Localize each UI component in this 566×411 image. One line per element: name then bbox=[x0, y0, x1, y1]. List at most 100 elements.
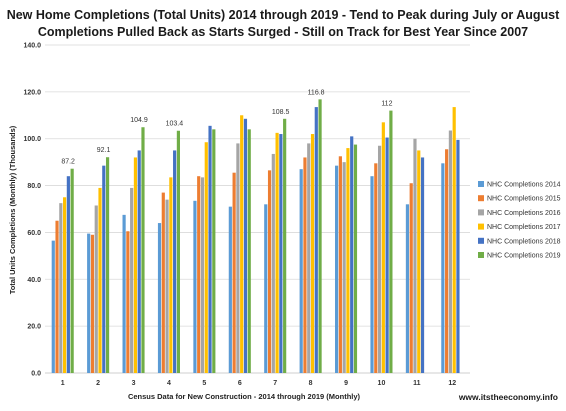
bar bbox=[413, 138, 417, 373]
bar bbox=[420, 157, 425, 373]
bar bbox=[98, 187, 102, 373]
bar bbox=[409, 183, 413, 373]
data-label: 108.5 bbox=[272, 109, 290, 116]
bar bbox=[307, 143, 311, 373]
x-tick-label: 6 bbox=[238, 380, 242, 387]
data-label: 116.8 bbox=[308, 89, 325, 96]
bar bbox=[243, 118, 248, 373]
bar bbox=[452, 107, 456, 373]
x-tick-label: 1 bbox=[61, 380, 65, 387]
bar bbox=[55, 220, 59, 373]
legend-swatch bbox=[478, 195, 484, 202]
data-label: 112 bbox=[381, 101, 392, 108]
legend-entry: NHC Completions 2018 bbox=[487, 238, 561, 245]
bar bbox=[173, 150, 177, 373]
x-tick-label: 7 bbox=[273, 380, 277, 387]
bar bbox=[141, 127, 145, 373]
data-label: 104.9 bbox=[130, 117, 148, 124]
y-axis-ticks: 0.0 20.0 40.0 60.0 80.0 100.0 120.0 140.0 bbox=[23, 43, 41, 378]
bar bbox=[63, 197, 67, 373]
bar bbox=[441, 163, 445, 373]
legend: NHC Completions 2014 NHC Completions 2015… bbox=[478, 181, 561, 260]
bar bbox=[370, 176, 374, 373]
gridlines bbox=[45, 44, 470, 374]
data-label: 103.4 bbox=[166, 121, 184, 128]
bar bbox=[271, 153, 275, 373]
x-tick-label: 10 bbox=[378, 380, 386, 387]
bar bbox=[105, 157, 110, 373]
bar bbox=[176, 130, 180, 373]
bar bbox=[193, 200, 197, 373]
x-tick-label: 8 bbox=[309, 380, 313, 387]
x-tick-label: 5 bbox=[202, 380, 206, 387]
bar bbox=[228, 206, 232, 373]
x-axis-ticks: 1 2 3 4 5 6 7 8 9 10 11 12 bbox=[61, 380, 457, 387]
y-axis-label: Total Units Completions (Monthly) (Thous… bbox=[8, 125, 17, 294]
bar bbox=[200, 177, 205, 373]
bar bbox=[130, 187, 134, 373]
bar bbox=[283, 118, 287, 373]
legend-swatch bbox=[478, 181, 484, 187]
bar bbox=[299, 169, 303, 373]
bar bbox=[314, 107, 318, 373]
bar bbox=[157, 223, 162, 373]
bar bbox=[377, 145, 382, 373]
bar bbox=[456, 139, 460, 373]
bar bbox=[417, 150, 421, 373]
legend-entry: NHC Completions 2017 bbox=[487, 224, 561, 231]
data-label: 92.1 bbox=[97, 147, 111, 154]
legend-swatch bbox=[478, 209, 484, 216]
bar bbox=[232, 172, 236, 373]
bar bbox=[169, 177, 173, 373]
y-tick-label: 80.0 bbox=[27, 183, 41, 190]
y-tick-label: 140.0 bbox=[23, 43, 41, 50]
bar bbox=[303, 157, 307, 373]
x-tick-label: 9 bbox=[344, 380, 348, 387]
bar bbox=[51, 240, 55, 373]
bar bbox=[236, 143, 240, 373]
bar bbox=[353, 144, 358, 373]
bar bbox=[318, 99, 322, 374]
bar bbox=[70, 168, 74, 373]
y-tick-label: 100.0 bbox=[23, 136, 41, 143]
y-tick-label: 0.0 bbox=[31, 371, 41, 378]
x-tick-label: 3 bbox=[132, 380, 136, 387]
x-axis-label: Census Data for New Construction - 2014 … bbox=[128, 392, 361, 401]
bar bbox=[279, 134, 283, 373]
bar-series-group bbox=[51, 99, 460, 374]
data-label: 87.2 bbox=[61, 159, 75, 166]
x-tick-label: 2 bbox=[96, 380, 100, 387]
y-tick-label: 60.0 bbox=[27, 230, 41, 237]
bar bbox=[335, 165, 339, 373]
legend-swatch bbox=[478, 252, 484, 258]
x-tick-label: 4 bbox=[167, 380, 171, 387]
bar bbox=[165, 199, 169, 373]
y-tick-label: 40.0 bbox=[27, 277, 41, 284]
bar bbox=[342, 162, 346, 373]
watermark-text: www.itstheeconomy.info bbox=[458, 392, 558, 402]
bar bbox=[94, 205, 98, 373]
legend-entry: NHC Completions 2014 bbox=[487, 182, 561, 189]
data-labels-group: 87.2 92.1 104.9 103.4 108.5 116.8 112 bbox=[61, 89, 392, 165]
bar bbox=[133, 157, 138, 373]
y-tick-label: 20.0 bbox=[27, 324, 41, 331]
bar bbox=[66, 176, 70, 373]
bar bbox=[264, 204, 268, 373]
bar bbox=[374, 163, 378, 373]
x-tick-label: 11 bbox=[413, 380, 421, 387]
bar bbox=[389, 110, 393, 373]
bar bbox=[405, 204, 410, 373]
bar bbox=[448, 130, 452, 373]
legend-entry: NHC Completions 2019 bbox=[487, 253, 561, 260]
bar bbox=[137, 150, 141, 373]
bar bbox=[310, 134, 315, 373]
legend-entry: NHC Completions 2016 bbox=[487, 210, 561, 217]
bar bbox=[275, 132, 279, 373]
bar bbox=[445, 149, 449, 373]
bar bbox=[381, 122, 385, 373]
bar bbox=[161, 192, 165, 373]
bar bbox=[208, 125, 212, 373]
legend-swatch bbox=[478, 237, 484, 244]
